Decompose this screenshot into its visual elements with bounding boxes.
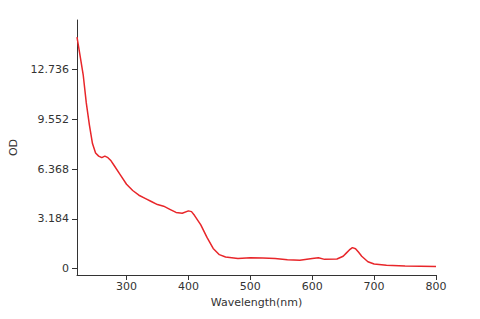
svg-text:0: 0: [62, 262, 69, 275]
svg-text:Wavelength(nm): Wavelength(nm): [211, 296, 303, 309]
svg-text:3.184: 3.184: [38, 212, 70, 225]
svg-text:600: 600: [302, 280, 323, 293]
svg-text:9.552: 9.552: [38, 113, 70, 126]
svg-text:500: 500: [240, 280, 261, 293]
svg-text:800: 800: [426, 280, 447, 293]
svg-text:12.736: 12.736: [31, 63, 70, 76]
svg-text:400: 400: [178, 280, 199, 293]
svg-text:6.368: 6.368: [38, 163, 70, 176]
svg-text:300: 300: [116, 280, 137, 293]
svg-text:700: 700: [364, 280, 385, 293]
svg-text:OD: OD: [7, 139, 20, 156]
